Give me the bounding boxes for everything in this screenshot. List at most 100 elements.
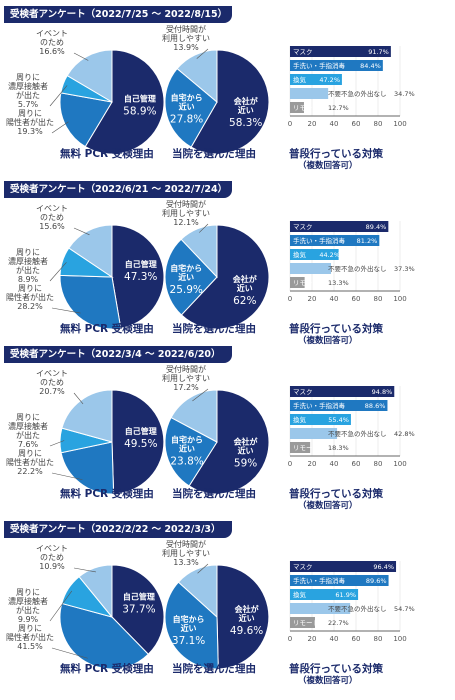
- pie1-slice-label: 自己管理: [124, 93, 156, 103]
- pie2-slice-label: 会社が近い: [234, 436, 259, 455]
- bar-value-label: 94.8%: [372, 388, 393, 396]
- pie1-slice-label: 自己管理: [123, 592, 155, 602]
- pie1-slice-pct: 37.7%: [122, 604, 155, 616]
- bar: [290, 589, 359, 600]
- bar-label: リモート: [293, 619, 319, 627]
- bar-label: 不要不急の外出なし: [328, 604, 387, 613]
- pie1-slice-label: 周りに濃厚接触者が出た 9.9%: [8, 588, 48, 624]
- pie2-slice-label: 受付時間が利用しやすい 17.2%: [162, 364, 210, 392]
- bar-chart: 0 20 40 60 80 100 マスク 94.8% 手洗い・手指消毒 88.6% 換気 55.4%…: [288, 386, 415, 468]
- bar-axis-tick: 40: [330, 120, 339, 128]
- bar-label: 不要不急の外出なし: [328, 429, 387, 438]
- pie1-leader-line: [49, 85, 68, 107]
- pie1-slice-label: イベントのため 20.7%: [36, 369, 68, 396]
- bar-value-label: 54.7%: [394, 605, 415, 613]
- pie1-slice: [59, 92, 113, 148]
- bar-label: 不要不急の外出なし: [328, 89, 387, 98]
- bar-label: マスク: [293, 223, 313, 231]
- bar: [290, 221, 389, 232]
- pie1-slice: [68, 224, 113, 278]
- bar-chart: 0 20 40 60 80 100 マスク 96.4% 手洗い・手指消毒 89.6% 換気 61.9%…: [288, 561, 415, 643]
- pie2-slice-pct: 49.6%: [230, 625, 263, 637]
- pie1-slice-label: 周りに陽性者が出た 28.2%: [6, 284, 54, 311]
- bar-axis-tick: 60: [352, 295, 361, 303]
- pie2-slice: [188, 389, 270, 495]
- pie2-slice-pct: 58.3%: [229, 117, 262, 129]
- pie2-slice-pct: 59%: [234, 457, 257, 469]
- pie1-slice-label: 周りに陽性者が出た 19.3%: [6, 109, 54, 136]
- pie2-slice-pct: 62%: [233, 295, 256, 307]
- bar-axis-tick: 80: [374, 635, 383, 643]
- bar-value-label: 89.4%: [366, 223, 387, 231]
- pie-charts: 自己管理 37.7% 周りに陽性者が出た 41.5%周りに濃厚接触者が出た 9.9% イベ…: [6, 539, 270, 670]
- pie1-slice: [60, 441, 115, 495]
- bar-axis-tick: 40: [330, 635, 339, 643]
- bar-value-label: 42.8%: [394, 430, 415, 438]
- pie1-leader-line: [49, 262, 67, 282]
- pie2-slice-pct: 37.1%: [172, 635, 205, 647]
- pie1-slice: [111, 564, 165, 655]
- pie2-slice-label: 自宅から近い: [173, 614, 205, 633]
- pie2-slice: [216, 564, 270, 670]
- pie1-slice: [66, 49, 113, 103]
- bar-axis-tick: 20: [308, 460, 317, 468]
- pie1-slice-label: 周りに陽性者が出た 41.5%: [6, 624, 54, 651]
- bar-label: 換気: [293, 415, 307, 424]
- bar-label: マスク: [293, 563, 313, 571]
- bar-value-label: 91.7%: [368, 48, 389, 56]
- pie-charts: 自己管理 58.9% 周りに陽性者が出た 19.3%周りに濃厚接触者が出た 5.7% イベ…: [6, 24, 270, 155]
- pie1-slice-label: 周りに濃厚接触者が出た 8.9%: [8, 248, 48, 284]
- bar-axis-tick: 100: [393, 635, 406, 643]
- bar-value-label: 61.9%: [335, 591, 356, 599]
- pie2-slice: [164, 238, 218, 316]
- pie2-slice-label: 自宅から近い: [170, 263, 202, 282]
- bar: [290, 400, 388, 411]
- bar-axis-tick: 40: [330, 295, 339, 303]
- pie1-slice: [78, 564, 113, 619]
- pie2-slice-pct: 23.8%: [170, 456, 203, 468]
- bar-label: 換気: [293, 250, 307, 259]
- pie1-leader-line: [49, 440, 65, 447]
- bar: [290, 263, 332, 274]
- pie1-leader-line: [73, 52, 89, 61]
- survey-block: 受検者アンケート（2022/3/4 ～ 2022/6/20） 自己管理 49.5%…: [0, 346, 455, 516]
- pie2-slice: [180, 224, 270, 330]
- pie1-slice-label: 自己管理: [125, 259, 157, 269]
- bar: [290, 249, 339, 260]
- bar-chart: 0 20 40 60 80 100 マスク 89.4% 手洗い・手指消毒 81.2% 換気 44.2%…: [288, 221, 415, 303]
- pie2-slice: [190, 49, 270, 155]
- pie2-slice-pct: 27.8%: [170, 114, 203, 126]
- bar-value-label: 13.3%: [328, 279, 349, 287]
- pie2-caption: 当院を選んだ理由: [172, 488, 256, 500]
- bar-axis-tick: 80: [374, 295, 383, 303]
- bar-label: リモート: [293, 279, 319, 287]
- bar-axis-tick: 40: [330, 460, 339, 468]
- pie1-slice-pct: 49.5%: [124, 438, 157, 450]
- bar-value-label: 18.3%: [328, 444, 349, 452]
- bar: [290, 235, 380, 246]
- survey-header: 受検者アンケート（2022/3/4 ～ 2022/6/20）: [4, 346, 232, 363]
- pie2-slice-label: 会社が近い: [235, 604, 260, 623]
- pie1-slice: [59, 602, 150, 670]
- bar-label: 手洗い・手指消毒: [293, 236, 346, 245]
- pie2-slice: [164, 581, 219, 670]
- pie2-slice-label: 会社が近い: [234, 96, 259, 115]
- bar-chart: 0 20 40 60 80 100 マスク 91.7% 手洗い・手指消毒 84.4% 換気 47.2%…: [288, 46, 415, 128]
- bar: [290, 60, 383, 71]
- pie1-slice-pct: 47.3%: [124, 271, 157, 283]
- pie-charts: 自己管理 47.3% 周りに陽性者が出た 28.2%周りに濃厚接触者が出た 8.9% イベ…: [6, 199, 270, 330]
- bar-axis-tick: 80: [374, 120, 383, 128]
- bar: [290, 561, 397, 572]
- bar-caption: 普段行っている対策: [289, 323, 383, 335]
- pie2-slice: [170, 389, 218, 443]
- survey-header: 受検者アンケート（2022/2/22 ～ 2022/3/3）: [4, 521, 232, 538]
- bar: [290, 88, 329, 99]
- bar-value-label: 89.6%: [366, 577, 387, 585]
- bar: [290, 46, 391, 57]
- bar: [290, 575, 389, 586]
- bar: [290, 414, 351, 425]
- bar-axis-tick: 60: [352, 460, 361, 468]
- bar: [290, 277, 305, 288]
- bar-caption: 普段行っている対策: [289, 148, 383, 160]
- pie1-slice-label: 周りに陽性者が出た 22.2%: [6, 449, 54, 476]
